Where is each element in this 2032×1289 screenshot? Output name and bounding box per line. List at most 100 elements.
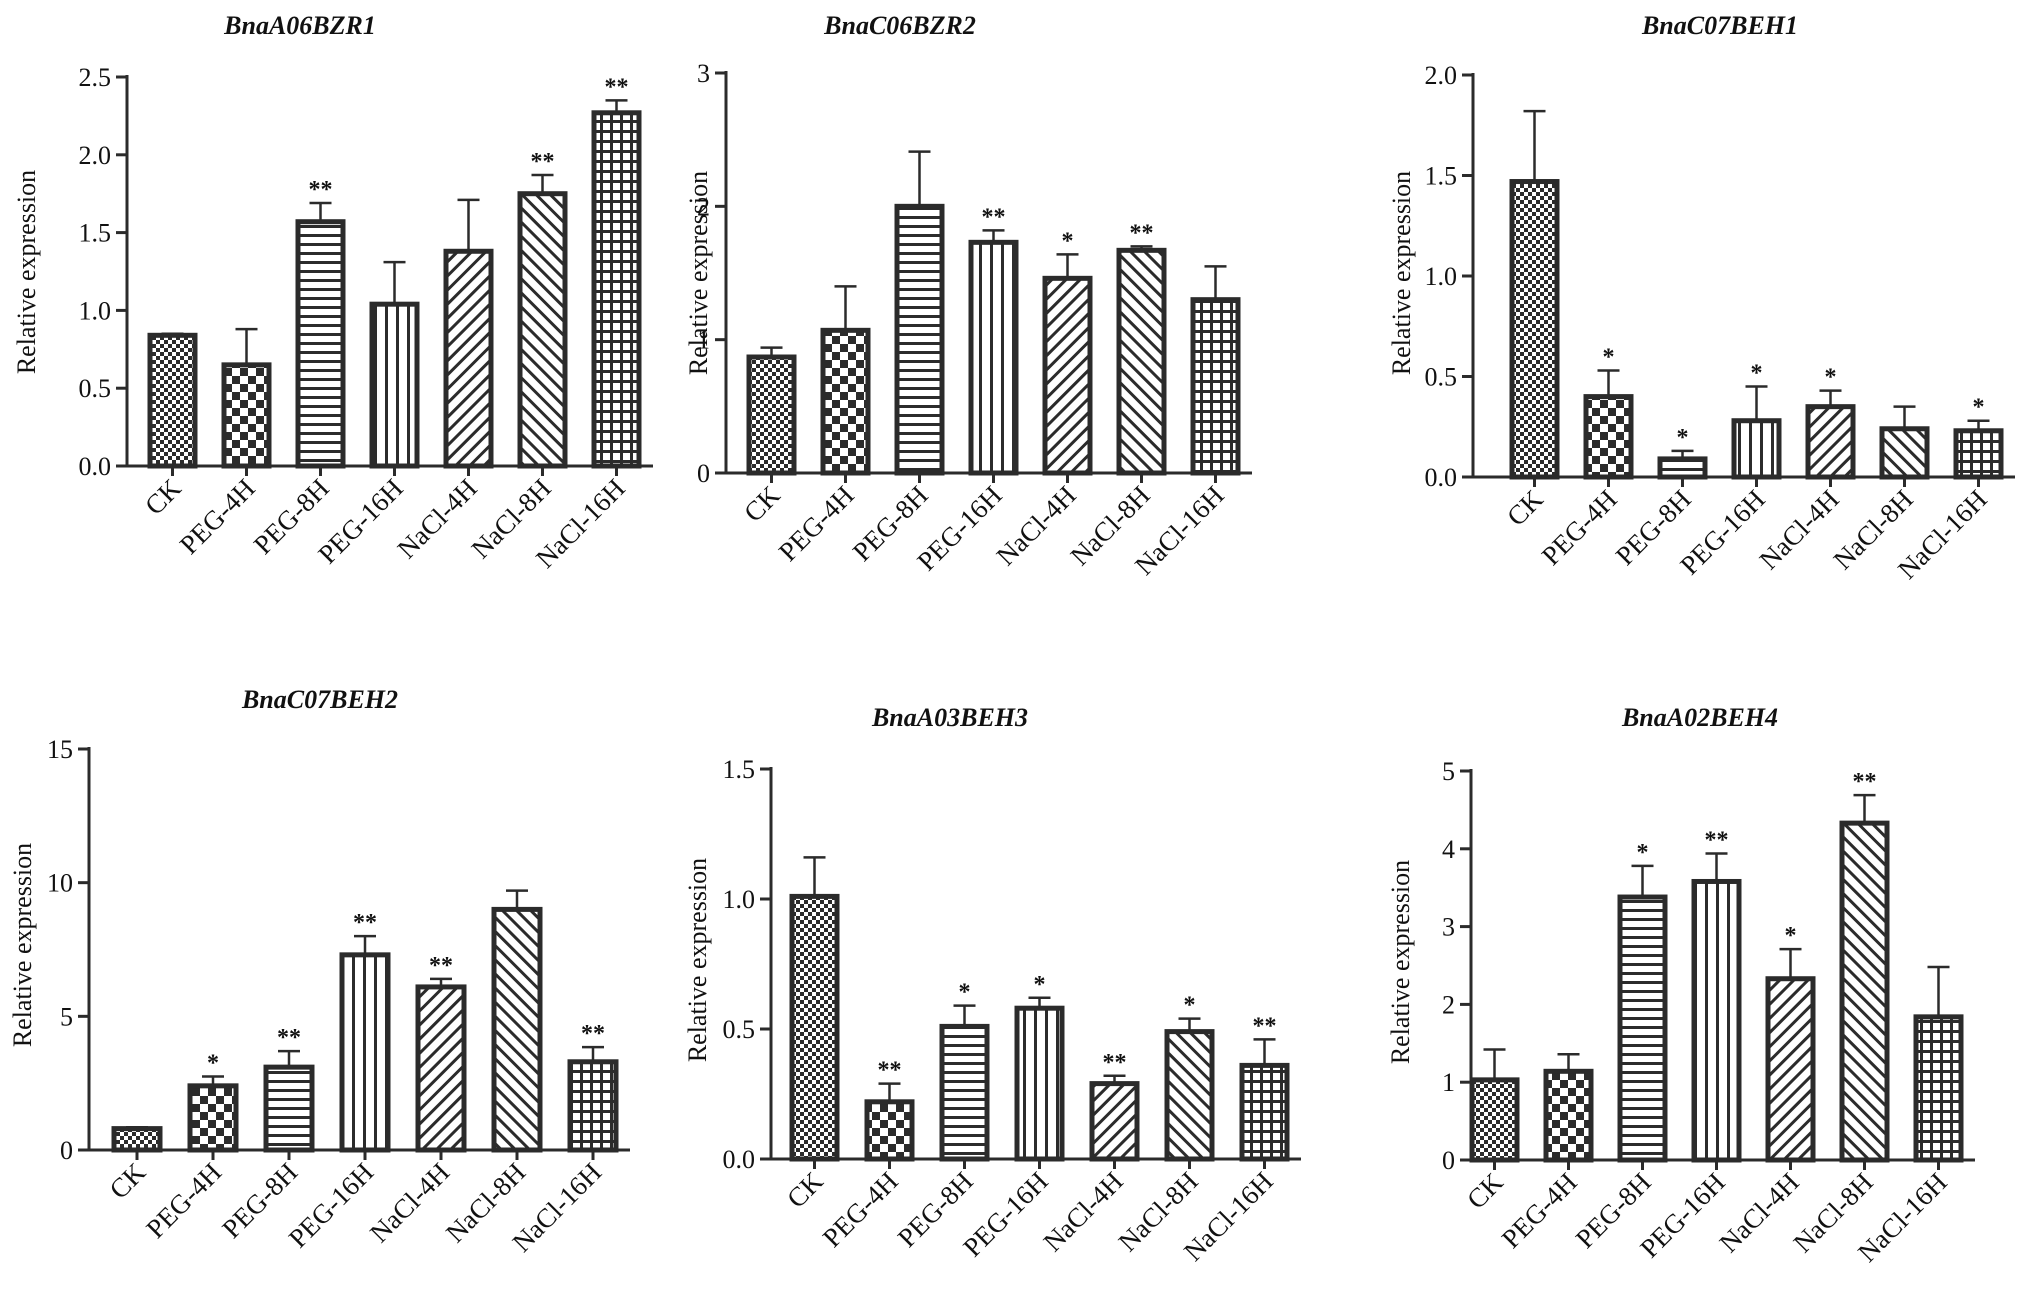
- x-tick-label: NaCl-4H: [991, 480, 1082, 571]
- significance-label: **: [309, 177, 333, 203]
- bar: [591, 110, 642, 469]
- chart-panel: BnaA06BZR1 Relative expression 0.0 0.5 1.0 1.…: [12, 11, 653, 574]
- y-tick-label: 1.0: [723, 885, 756, 914]
- x-tick-label: PEG-4H: [817, 1166, 904, 1253]
- bar: [1469, 1077, 1520, 1163]
- y-tick-label: 3: [697, 59, 710, 88]
- bar: [415, 984, 467, 1153]
- significance-label: **: [982, 204, 1006, 230]
- y-axis-title: Relative expression: [684, 171, 713, 375]
- x-tick-label: PEG-4H: [773, 480, 860, 567]
- y-tick-label: 2.0: [1425, 61, 1458, 90]
- bar: [1913, 1014, 1964, 1163]
- y-tick-label: 2: [697, 192, 710, 221]
- significance-label: *: [1637, 840, 1649, 866]
- significance-label: **: [1705, 827, 1729, 853]
- y-tick-label: 1.0: [1425, 262, 1458, 291]
- y-axis-title: Relative expression: [683, 858, 712, 1062]
- bar: [1657, 456, 1708, 480]
- bar: [1509, 179, 1560, 480]
- y-tick-label: 1: [1442, 1068, 1455, 1097]
- bar: [263, 1064, 315, 1153]
- bar: [339, 952, 391, 1153]
- y-tick-label: 2.0: [79, 141, 112, 170]
- x-tick-label: PEG-4H: [1496, 1167, 1583, 1254]
- bar: [1839, 820, 1890, 1163]
- chart-panel: BnaA03BEH3 Relative expression 0.0 0.5 1.0 1.…: [683, 703, 1301, 1267]
- bar: [864, 1099, 915, 1162]
- significance-label: **: [1253, 1013, 1277, 1039]
- significance-label: **: [605, 74, 629, 100]
- bar: [147, 332, 198, 469]
- significance-label: *: [1603, 344, 1615, 370]
- bar: [789, 893, 840, 1162]
- chart-title: BnaC06BZR2: [823, 11, 976, 40]
- x-tick-label: CK: [738, 480, 786, 528]
- y-tick-label: 3: [1442, 913, 1455, 942]
- x-tick-label: PEG-4H: [1536, 484, 1623, 571]
- significance-label: *: [1677, 425, 1689, 451]
- y-tick-label: 0.5: [723, 1015, 756, 1044]
- y-tick-label: 1.0: [79, 296, 112, 325]
- significance-label: *: [1785, 923, 1797, 949]
- y-tick-label: 1.5: [79, 219, 112, 248]
- chart-panel: BnaC06BZR2 Relative expression 0 1 2 3 CKPEG-4…: [684, 11, 1252, 581]
- y-tick-label: 0: [60, 1136, 73, 1165]
- bar: [1731, 418, 1782, 480]
- chart-title: BnaC07BEH1: [1641, 11, 1798, 40]
- significance-label: *: [1751, 361, 1763, 387]
- bar: [1190, 297, 1241, 476]
- bar: [1765, 976, 1816, 1163]
- chart-title: BnaA03BEH3: [871, 703, 1028, 732]
- bar: [1239, 1062, 1290, 1162]
- x-tick-label: NaCl-4H: [1714, 1167, 1805, 1258]
- bar: [1042, 275, 1093, 476]
- y-tick-label: 2.5: [79, 63, 112, 92]
- bar: [968, 239, 1019, 476]
- y-tick-label: 15: [47, 735, 73, 764]
- chart-title: BnaC07BEH2: [241, 685, 398, 714]
- y-tick-label: 4: [1442, 835, 1455, 864]
- y-tick-label: 0: [697, 459, 710, 488]
- y-tick-label: 5: [60, 1002, 73, 1031]
- bar: [111, 1126, 163, 1153]
- y-tick-label: 0.0: [1425, 463, 1458, 492]
- y-axis-title: Relative expression: [1387, 171, 1416, 375]
- x-tick-label: CK: [139, 473, 187, 521]
- x-tick-label: NaCl-4H: [1754, 484, 1845, 575]
- y-tick-label: 0.0: [79, 452, 112, 481]
- significance-label: **: [353, 910, 377, 936]
- bar: [517, 191, 568, 469]
- bar: [491, 906, 543, 1153]
- y-tick-label: 1.5: [1425, 162, 1458, 191]
- y-tick-label: 0: [1442, 1146, 1455, 1175]
- bar: [443, 248, 494, 469]
- significance-label: *: [1184, 993, 1196, 1019]
- bar: [1617, 894, 1668, 1163]
- significance-label: *: [959, 980, 971, 1006]
- x-tick-label: NaCl-4H: [1038, 1166, 1129, 1257]
- significance-label: **: [429, 953, 453, 979]
- bar: [1116, 247, 1167, 476]
- significance-label: **: [1130, 220, 1154, 246]
- chart-panel: BnaC07BEH1 Relative expression 0.0 0.5 1.0 1.…: [1387, 11, 2015, 585]
- y-tick-label: 1.5: [723, 755, 756, 784]
- y-axis-title: Relative expression: [8, 843, 37, 1047]
- y-tick-label: 0.0: [723, 1145, 756, 1174]
- bar: [295, 219, 346, 469]
- bar: [894, 203, 945, 476]
- bar: [567, 1059, 619, 1153]
- significance-label: *: [1034, 972, 1046, 998]
- bar: [369, 301, 420, 469]
- significance-label: **: [531, 149, 555, 175]
- x-tick-label: CK: [1501, 484, 1549, 532]
- bar: [1953, 428, 2004, 480]
- y-axis-title: Relative expression: [1386, 860, 1415, 1064]
- y-axis-title: Relative expression: [12, 170, 41, 374]
- significance-label: **: [1853, 769, 1877, 795]
- significance-label: **: [878, 1058, 902, 1084]
- significance-label: **: [277, 1025, 301, 1051]
- bar: [1805, 404, 1856, 480]
